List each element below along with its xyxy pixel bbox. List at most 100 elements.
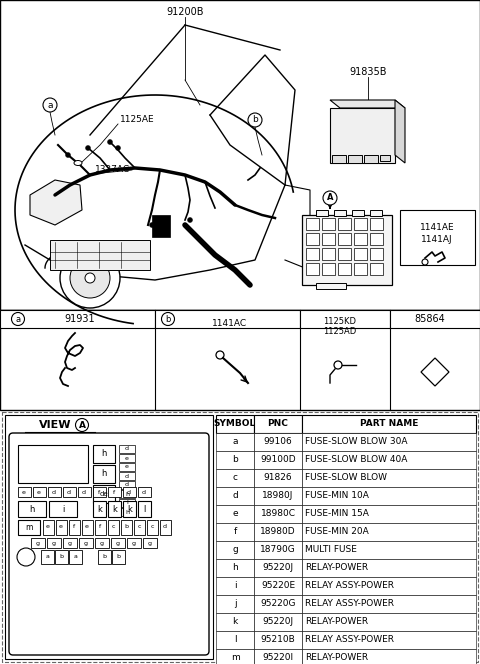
Bar [254, 631, 302, 649]
Text: 1141AE: 1141AE [420, 224, 454, 232]
Bar [306, 248, 319, 260]
Bar [138, 501, 151, 517]
Bar [370, 263, 383, 275]
Text: h: h [125, 509, 129, 515]
Bar [306, 233, 319, 245]
Text: 18980D: 18980D [260, 527, 296, 537]
Bar [5, 415, 213, 659]
Text: d: d [127, 489, 131, 495]
Text: FUSE-SLOW BLOW 40A: FUSE-SLOW BLOW 40A [305, 456, 408, 465]
Bar [354, 218, 367, 230]
Bar [56, 520, 67, 535]
Circle shape [188, 218, 192, 222]
Text: 18980J: 18980J [262, 491, 294, 501]
Bar [254, 523, 302, 541]
Bar [18, 501, 46, 517]
Bar [55, 550, 68, 564]
Text: e: e [22, 489, 26, 495]
Text: FUSE-MIN 15A: FUSE-MIN 15A [305, 509, 369, 519]
Circle shape [116, 145, 120, 151]
Bar [302, 541, 476, 559]
Bar [302, 433, 476, 451]
Text: h: h [29, 505, 35, 513]
Text: f: f [99, 525, 101, 529]
Text: 85864: 85864 [415, 314, 445, 324]
Bar [95, 520, 106, 535]
Bar [33, 487, 46, 497]
Bar [370, 210, 382, 216]
Bar [41, 550, 54, 564]
Circle shape [43, 98, 57, 112]
Ellipse shape [74, 161, 82, 165]
Bar [370, 218, 383, 230]
Text: MULTI FUSE: MULTI FUSE [305, 546, 357, 554]
Bar [95, 538, 109, 548]
Text: a: a [73, 554, 77, 560]
Bar [123, 487, 136, 497]
Bar [216, 487, 254, 505]
Circle shape [75, 418, 88, 432]
Bar [370, 233, 383, 245]
Bar [254, 415, 302, 433]
Text: c: c [232, 473, 238, 483]
Circle shape [422, 259, 428, 265]
Text: FUSE-MIN 20A: FUSE-MIN 20A [305, 527, 369, 537]
Bar [152, 215, 170, 237]
Text: d: d [163, 525, 167, 529]
Text: f: f [98, 489, 100, 495]
Text: g: g [116, 540, 120, 546]
Text: g: g [232, 546, 238, 554]
Text: e: e [85, 525, 89, 529]
Bar [302, 523, 476, 541]
Bar [108, 520, 119, 535]
Text: m: m [230, 653, 240, 663]
Text: d: d [125, 483, 129, 487]
Bar [93, 487, 106, 497]
Bar [155, 310, 300, 328]
Bar [43, 520, 54, 535]
Bar [119, 445, 135, 453]
Text: FUSE-SLOW BLOW: FUSE-SLOW BLOW [305, 473, 387, 483]
Text: k: k [112, 505, 117, 513]
Bar [138, 487, 151, 497]
Bar [111, 538, 125, 548]
Text: g: g [52, 540, 56, 546]
Bar [49, 501, 77, 517]
Text: d: d [125, 446, 129, 452]
Bar [216, 631, 254, 649]
Text: b: b [165, 315, 171, 323]
Polygon shape [395, 100, 405, 163]
Bar [254, 433, 302, 451]
Bar [254, 613, 302, 631]
Text: d: d [232, 491, 238, 501]
Bar [338, 248, 351, 260]
Bar [123, 501, 136, 517]
Text: c: c [150, 525, 154, 529]
Text: i: i [62, 505, 64, 513]
Bar [216, 451, 254, 469]
Text: 95220E: 95220E [261, 582, 295, 590]
Circle shape [161, 313, 175, 325]
Text: 95220J: 95220J [263, 618, 294, 627]
Text: d: d [142, 489, 146, 495]
Bar [354, 248, 367, 260]
Text: g: g [100, 540, 104, 546]
Bar [354, 233, 367, 245]
Bar [322, 218, 335, 230]
Text: m: m [25, 523, 33, 531]
Bar [216, 505, 254, 523]
Bar [302, 631, 476, 649]
Bar [48, 487, 61, 497]
Text: g: g [84, 540, 88, 546]
Bar [216, 613, 254, 631]
Text: i: i [234, 582, 236, 590]
Bar [302, 649, 476, 664]
Bar [50, 240, 150, 270]
Circle shape [60, 248, 120, 308]
Text: k: k [232, 618, 238, 627]
Bar [0, 310, 480, 410]
Text: 1125AD: 1125AD [324, 327, 357, 335]
Text: RELAY-POWER: RELAY-POWER [305, 564, 368, 572]
Text: 1327AC: 1327AC [95, 165, 130, 175]
Text: a: a [232, 438, 238, 446]
